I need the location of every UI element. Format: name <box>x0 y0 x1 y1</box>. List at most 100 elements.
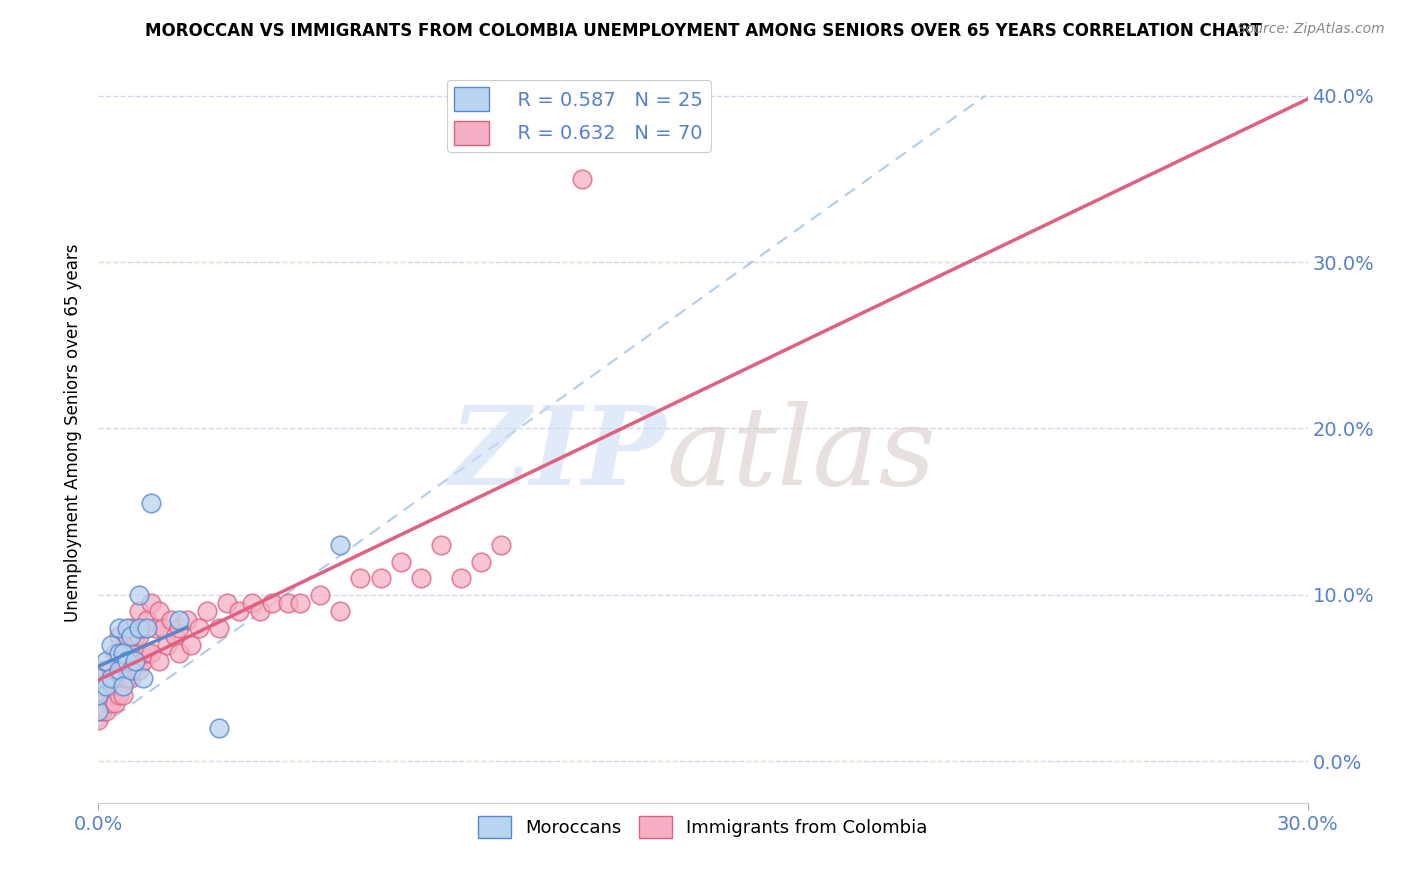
Point <box>188 621 211 635</box>
Point <box>143 621 166 635</box>
Point <box>120 621 142 635</box>
Point <box>115 671 138 685</box>
Point <box>120 663 142 677</box>
Point <box>260 596 283 610</box>
Point <box>107 621 129 635</box>
Point <box>329 538 352 552</box>
Point <box>139 646 162 660</box>
Text: MOROCCAN VS IMMIGRANTS FROM COLOMBIA UNEMPLOYMENT AMONG SENIORS OVER 65 YEARS CO: MOROCCAN VS IMMIGRANTS FROM COLOMBIA UNE… <box>145 22 1261 40</box>
Point <box>100 671 122 685</box>
Point <box>120 629 142 643</box>
Point <box>409 571 432 585</box>
Point <box>91 688 114 702</box>
Point <box>96 679 118 693</box>
Point <box>135 613 157 627</box>
Point <box>180 638 202 652</box>
Text: ZIP: ZIP <box>450 401 666 508</box>
Point <box>87 679 110 693</box>
Point <box>491 538 513 552</box>
Point <box>208 721 231 735</box>
Point <box>91 704 114 718</box>
Point <box>309 588 332 602</box>
Point <box>120 646 142 660</box>
Point <box>249 605 271 619</box>
Point <box>128 605 150 619</box>
Point <box>107 688 129 702</box>
Point <box>100 663 122 677</box>
Point <box>195 605 218 619</box>
Point <box>100 679 122 693</box>
Point <box>277 596 299 610</box>
Point <box>124 629 146 643</box>
Point <box>87 688 110 702</box>
Point <box>148 605 170 619</box>
Point <box>103 671 125 685</box>
Text: Source: ZipAtlas.com: Source: ZipAtlas.com <box>1237 22 1385 37</box>
Point <box>139 596 162 610</box>
Point <box>96 704 118 718</box>
Point <box>470 555 492 569</box>
Point <box>135 621 157 635</box>
Point <box>176 613 198 627</box>
Point <box>115 629 138 643</box>
Point <box>228 605 250 619</box>
Point <box>115 621 138 635</box>
Point <box>389 555 412 569</box>
Point <box>103 646 125 660</box>
Point <box>124 654 146 668</box>
Point <box>128 588 150 602</box>
Point <box>124 663 146 677</box>
Point <box>128 663 150 677</box>
Point <box>329 605 352 619</box>
Point <box>87 671 110 685</box>
Point <box>107 654 129 668</box>
Y-axis label: Unemployment Among Seniors over 65 years: Unemployment Among Seniors over 65 years <box>65 244 83 622</box>
Point <box>217 596 239 610</box>
Point <box>100 696 122 710</box>
Point <box>107 629 129 643</box>
Point <box>132 621 155 635</box>
Point <box>167 613 190 627</box>
Point <box>120 671 142 685</box>
Point <box>100 638 122 652</box>
Point <box>571 172 593 186</box>
Point <box>135 646 157 660</box>
Point <box>208 621 231 635</box>
Point <box>128 621 150 635</box>
Point <box>160 613 183 627</box>
Legend: Moroccans, Immigrants from Colombia: Moroccans, Immigrants from Colombia <box>471 809 935 846</box>
Point <box>450 571 472 585</box>
Point <box>107 646 129 660</box>
Point <box>349 571 371 585</box>
Point <box>111 646 134 660</box>
Point <box>167 646 190 660</box>
Point <box>111 688 134 702</box>
Text: atlas: atlas <box>666 401 936 508</box>
Point <box>87 713 110 727</box>
Point <box>167 621 190 635</box>
Point <box>103 696 125 710</box>
Point <box>132 671 155 685</box>
Point <box>96 688 118 702</box>
Point <box>96 654 118 668</box>
Point <box>111 679 134 693</box>
Point <box>156 638 179 652</box>
Point <box>115 654 138 668</box>
Point <box>288 596 311 610</box>
Point <box>430 538 453 552</box>
Point <box>115 646 138 660</box>
Point <box>370 571 392 585</box>
Point <box>152 621 174 635</box>
Point <box>107 663 129 677</box>
Point <box>148 654 170 668</box>
Point <box>139 496 162 510</box>
Point <box>163 629 186 643</box>
Point <box>132 654 155 668</box>
Point <box>240 596 263 610</box>
Point <box>87 704 110 718</box>
Point <box>107 663 129 677</box>
Point <box>111 654 134 668</box>
Point <box>128 629 150 643</box>
Point <box>96 663 118 677</box>
Point <box>87 663 110 677</box>
